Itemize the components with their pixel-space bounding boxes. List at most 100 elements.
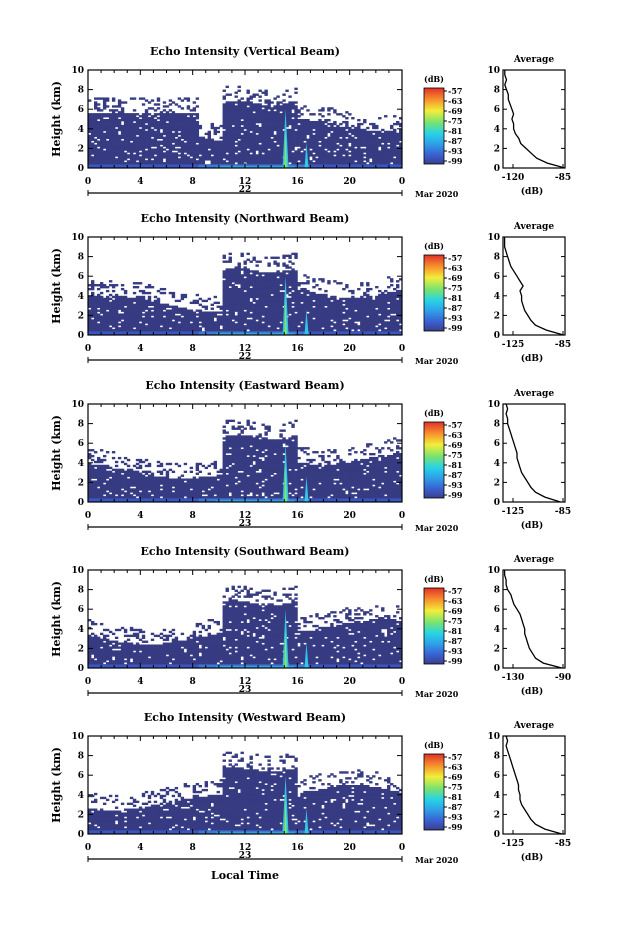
y-tick-label: 6 [78, 272, 84, 282]
colorbar-tick-label: -93 [448, 480, 463, 490]
x-axis-label: Local Time [211, 869, 279, 882]
colorbar-tick-label: -81 [448, 293, 462, 303]
colorbar-tick-label: -99 [448, 156, 463, 166]
heatmap-cells [88, 752, 402, 835]
colorbar [424, 88, 444, 164]
y-tick-label: 8 [78, 86, 84, 96]
y-axis-label: Height (km) [50, 81, 63, 157]
heatmap-cells [88, 586, 402, 669]
y-axis-label: Height (km) [50, 415, 63, 491]
x-tick-label: 16 [291, 177, 304, 187]
average-profile-line [505, 70, 565, 168]
x-tick-label: 16 [291, 677, 304, 687]
panel-title: Echo Intensity (Vertical Beam) [150, 45, 340, 58]
colorbar [424, 588, 444, 664]
average-x-axis-label: (dB) [521, 353, 543, 364]
average-y-tick-label: 6 [494, 105, 500, 115]
date-label: Mar 2020 [415, 356, 459, 366]
date-label: Mar 2020 [415, 523, 459, 533]
average-y-tick-label: 2 [494, 478, 500, 488]
colorbar-unit: (dB) [424, 740, 444, 750]
average-frame [503, 570, 565, 668]
x-tick-label: 20 [343, 177, 356, 187]
y-tick-label: 0 [78, 331, 84, 341]
y-tick-label: 2 [78, 478, 84, 488]
y-tick-label: 4 [78, 791, 84, 801]
colorbar-tick-label: -81 [448, 792, 462, 802]
y-tick-label: 10 [71, 400, 84, 410]
y-tick-label: 10 [71, 233, 84, 243]
x-tick-label: 0 [399, 177, 405, 187]
y-axis-label: Height (km) [50, 248, 63, 324]
average-x-axis-label: (dB) [521, 520, 543, 531]
colorbar-tick-label: -63 [448, 263, 463, 273]
heatmap-cells [88, 420, 402, 503]
average-y-tick-label: 4 [494, 459, 500, 469]
panel-title: Echo Intensity (Northward Beam) [141, 212, 350, 225]
average-y-tick-label: 4 [494, 791, 500, 801]
average-frame [503, 404, 565, 502]
x-tick-label: 0 [399, 843, 405, 853]
y-tick-label: 0 [78, 164, 84, 174]
average-y-tick-label: 6 [494, 605, 500, 615]
x-tick-label: 0 [399, 344, 405, 354]
y-tick-label: 8 [78, 752, 84, 762]
average-y-tick-label: 10 [487, 66, 500, 76]
average-frame [503, 237, 565, 335]
date-label: Mar 2020 [415, 189, 459, 199]
y-tick-label: 4 [78, 625, 84, 635]
y-tick-label: 8 [78, 586, 84, 596]
average-y-tick-label: 10 [487, 566, 500, 576]
average-title: Average [513, 55, 554, 65]
day-label: 23 [239, 685, 252, 695]
colorbar-tick-label: -69 [448, 772, 463, 782]
y-tick-label: 4 [78, 125, 84, 135]
x-tick-label: 0 [85, 177, 91, 187]
colorbar-tick-label: -93 [448, 812, 463, 822]
average-y-tick-label: 2 [494, 644, 500, 654]
day-label: 23 [239, 519, 252, 529]
average-x-tick-label: -85 [555, 839, 571, 849]
average-title: Average [513, 222, 554, 232]
average-y-tick-label: 4 [494, 625, 500, 635]
average-y-tick-label: 2 [494, 144, 500, 154]
colorbar-tick-label: -99 [448, 323, 463, 333]
average-profile-line [505, 570, 562, 668]
day-label: 23 [239, 851, 252, 861]
average-x-tick-label: -125 [502, 839, 525, 849]
x-tick-label: 8 [190, 843, 196, 853]
average-x-tick-label: -125 [502, 340, 525, 350]
colorbar-tick-label: -87 [448, 470, 462, 480]
colorbar-unit: (dB) [424, 241, 444, 251]
average-y-tick-label: 0 [494, 830, 500, 840]
average-y-tick-label: 2 [494, 311, 500, 321]
x-tick-label: 4 [137, 344, 143, 354]
colorbar-tick-label: -93 [448, 146, 463, 156]
x-tick-label: 0 [85, 677, 91, 687]
y-tick-label: 10 [71, 566, 84, 576]
colorbar-tick-label: -87 [448, 636, 462, 646]
colorbar-tick-label: -69 [448, 106, 463, 116]
average-y-tick-label: 10 [487, 233, 500, 243]
average-y-tick-label: 8 [494, 752, 500, 762]
average-y-tick-label: 6 [494, 272, 500, 282]
x-tick-label: 0 [85, 344, 91, 354]
y-tick-label: 2 [78, 810, 84, 820]
colorbar-tick-label: -75 [448, 450, 462, 460]
average-title: Average [513, 389, 554, 399]
x-tick-label: 20 [343, 677, 356, 687]
average-frame [503, 736, 565, 834]
average-profile-line [506, 404, 560, 502]
colorbar [424, 255, 444, 331]
colorbar-tick-label: -81 [448, 626, 462, 636]
colorbar-tick-label: -75 [448, 283, 462, 293]
colorbar-tick-label: -63 [448, 596, 463, 606]
colorbar-tick-label: -81 [448, 460, 462, 470]
average-y-tick-label: 10 [487, 732, 500, 742]
y-tick-label: 0 [78, 664, 84, 674]
average-x-axis-label: (dB) [521, 686, 543, 697]
panel-3: Echo Intensity (Eastward Beam)0246810Hei… [50, 379, 571, 533]
average-y-tick-label: 10 [487, 400, 500, 410]
heatmap-cells [88, 253, 402, 336]
